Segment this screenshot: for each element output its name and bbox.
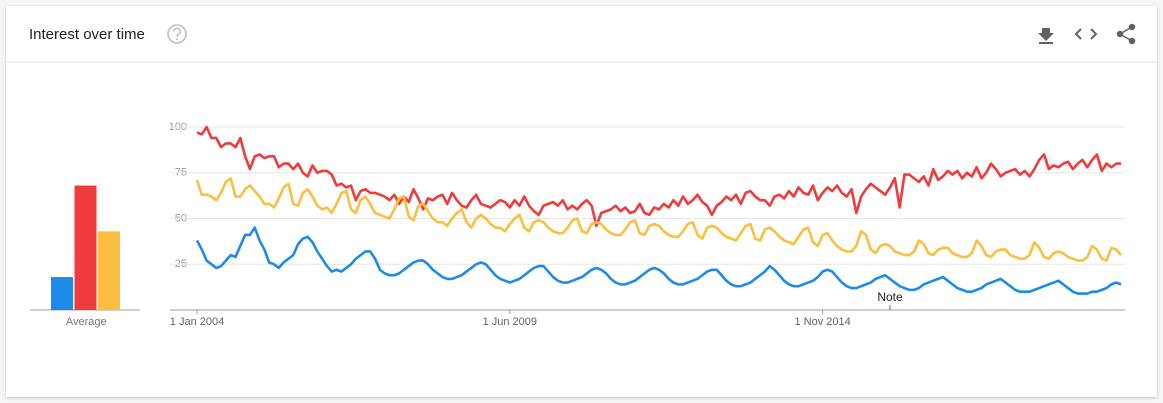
widget-card: [6, 6, 1157, 397]
embed-icon[interactable]: [1074, 28, 1098, 40]
x-tick-label: 1 Nov 2014: [794, 316, 850, 328]
download-icon[interactable]: [1038, 28, 1054, 44]
widget-title: Interest over time: [29, 26, 145, 43]
series-line: [195, 176, 1122, 262]
annotation-label: Note: [877, 290, 903, 304]
average-bar: [98, 231, 120, 310]
x-tick-label: 1 Jun 2009: [483, 316, 537, 328]
series-line: [196, 125, 1121, 228]
x-tick-label: 1 Jan 2004: [170, 316, 224, 328]
help-icon[interactable]: [167, 24, 187, 44]
category-label: Average: [66, 316, 107, 328]
average-bar: [51, 277, 73, 310]
average-bar: [74, 185, 97, 310]
series-line: [195, 226, 1122, 295]
share-icon[interactable]: [1116, 23, 1136, 45]
